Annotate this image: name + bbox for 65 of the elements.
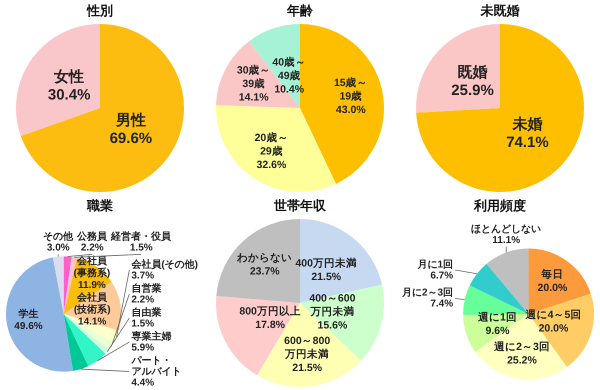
chart-title: 世帯年収 xyxy=(273,197,327,215)
data-label: 9.6% xyxy=(485,324,510,337)
slice-label: ほとんどしない xyxy=(471,224,542,235)
slice-label: 月に1回 xyxy=(416,259,454,270)
data-label: 49.6% xyxy=(14,321,43,332)
chart-title: 性別 xyxy=(86,2,114,20)
slice-label: 600～800 万円未満 xyxy=(284,334,330,360)
data-label: 2.2% xyxy=(131,294,154,306)
slice-label: わからない xyxy=(236,252,292,264)
slice-label: 専業主婦 xyxy=(130,330,172,342)
data-label: 14.1% xyxy=(78,316,106,328)
slice-label: 自由業 xyxy=(131,306,162,318)
chart-title: 未既婚 xyxy=(480,2,520,20)
data-label: 20.0% xyxy=(538,322,569,335)
slice-label: 会社員 (技術系) xyxy=(74,292,111,316)
slice-label: 20歳～ 29歳 xyxy=(254,130,288,158)
chart-title: 利用頻度 xyxy=(472,197,527,215)
slice-label: 800万円以上 xyxy=(239,304,301,318)
data-label: 2.2% xyxy=(80,242,104,254)
data-label: 17.8% xyxy=(255,319,286,332)
slice-label: その他 xyxy=(43,230,74,243)
slice-label: 400～600 万円未満 xyxy=(309,292,356,318)
data-label: 21.5% xyxy=(292,362,323,374)
slice-label: パート・アルバイト xyxy=(130,355,182,378)
data-label: 43.0% xyxy=(336,104,366,116)
data-label: 20.0% xyxy=(538,282,568,294)
data-label: 11.1% xyxy=(492,234,520,246)
data-label: 3.7% xyxy=(131,270,154,282)
data-label: 21.5% xyxy=(311,270,342,283)
slice-label: 週に4～5回 xyxy=(524,308,582,322)
data-label: 11.9% xyxy=(78,280,106,291)
slice-label: 15歳～ 19歳 xyxy=(334,76,368,102)
slice-label: 未婚 xyxy=(511,116,542,134)
slice-label: 学生 xyxy=(18,308,38,320)
data-label: 3.0% xyxy=(46,242,70,254)
data-label: 30.4% xyxy=(48,86,90,104)
chart-title: 年齢 xyxy=(286,2,314,20)
data-label: 1.5% xyxy=(130,242,153,254)
slice-label: 週に1回 xyxy=(477,310,517,324)
slice-label: 30歳～ 39歳 xyxy=(236,64,271,90)
data-label: 32.6% xyxy=(256,158,287,171)
data-label: 74.1% xyxy=(506,134,549,152)
chart-title: 職業 xyxy=(86,197,114,215)
slice-label: 毎日 xyxy=(540,267,564,280)
slice-label: 公務員 xyxy=(76,230,108,243)
slice-label: 400万円未満 xyxy=(295,256,358,270)
slice-label: 男性 xyxy=(114,112,146,129)
slice-label: 会社員(その他) xyxy=(130,258,198,270)
slice-label: 経営者・役員 xyxy=(110,230,172,243)
data-label: 1.5% xyxy=(131,318,154,330)
slice-label: 女性 xyxy=(53,68,84,86)
data-label: 15.6% xyxy=(318,319,348,332)
slice-label: 月に2～3回 xyxy=(401,288,454,299)
data-label: 14.1% xyxy=(238,92,270,104)
data-label: 23.7% xyxy=(250,265,280,278)
data-label: 6.7% xyxy=(430,270,454,282)
data-label: 69.6% xyxy=(110,130,152,147)
slice-label: 既婚 xyxy=(458,64,488,82)
data-label: 7.4% xyxy=(430,298,454,310)
data-label: 4.4% xyxy=(131,377,154,388)
data-label: 25.2% xyxy=(507,354,538,367)
slice-label: 自営業 xyxy=(131,282,162,294)
data-label: 25.9% xyxy=(451,82,494,100)
slice-label: 週に2～3回 xyxy=(493,340,550,354)
data-label: 5.9% xyxy=(131,342,154,354)
